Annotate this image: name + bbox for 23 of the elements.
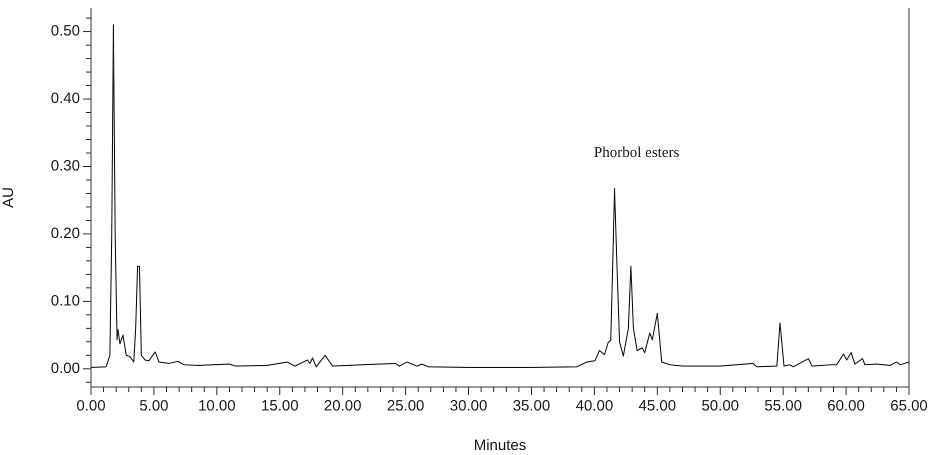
x-tick-label: 25.00 [386, 398, 424, 415]
x-tick-label: 50.00 [701, 398, 740, 415]
x-tick-label: 40.00 [576, 398, 614, 415]
annotation: Phorbol esters [594, 145, 680, 162]
y-tick-label: 0.00 [50, 360, 80, 377]
x-tick-label: 65.00 [890, 398, 928, 415]
x-tick-label: 35.00 [512, 398, 550, 415]
x-tick-label: 0.00 [76, 398, 106, 415]
y-tick-label: 0.10 [50, 292, 80, 310]
y-tick-label: 0.20 [50, 225, 80, 242]
y-axis-title: AU [0, 187, 18, 208]
x-tick-label: 30.00 [450, 398, 488, 415]
y-tick-label: 0.30 [50, 158, 80, 175]
x-tick-label: 45.00 [638, 398, 676, 415]
y-tick-label: 0.40 [50, 90, 80, 108]
x-axis-title: Minutes [474, 437, 526, 454]
x-tick-label: 60.00 [827, 398, 865, 415]
x-tick-label: 5.00 [139, 398, 169, 415]
x-tick-label: 15.00 [260, 398, 299, 415]
x-tick-label: 55.00 [764, 398, 802, 415]
y-tick-label: 0.50 [50, 22, 80, 40]
x-tick-label: 20.00 [324, 398, 362, 415]
x-tick-label: 10.00 [198, 398, 236, 415]
